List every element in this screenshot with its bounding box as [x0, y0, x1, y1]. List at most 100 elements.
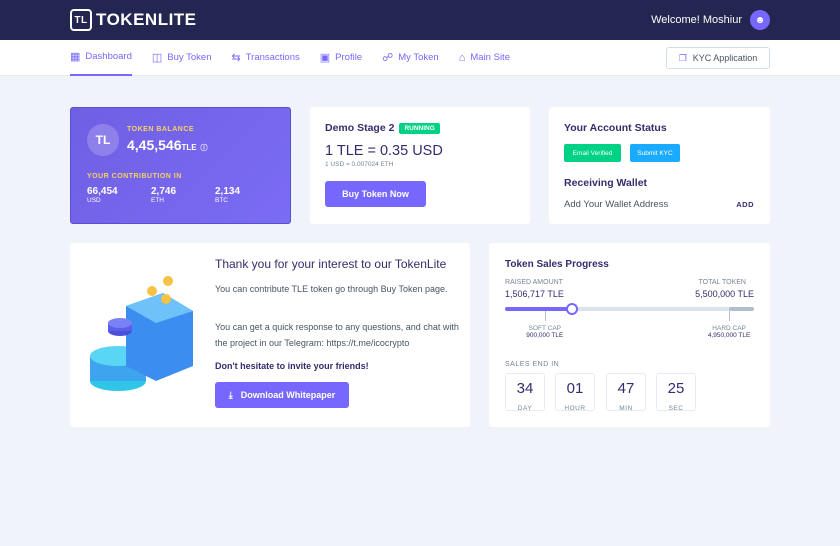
timer-hours: 01 HOUR	[555, 373, 595, 412]
nav-main-site[interactable]: ⌂ Main Site	[459, 40, 510, 76]
soft-cap-value: 900,000 TLE	[526, 332, 564, 339]
download-whitepaper-button[interactable]: ⤓ Download Whitepaper	[215, 382, 349, 408]
add-wallet-link[interactable]: ADD	[736, 200, 754, 209]
kyc-label: KYC Application	[692, 53, 758, 63]
email-verified-badge: Email Verified	[564, 144, 621, 162]
sales-end-label: SALES END IN	[505, 361, 560, 368]
nav-dashboard[interactable]: ▦ Dashboard	[70, 40, 132, 76]
progress-bar	[505, 303, 754, 321]
stage-title: Demo Stage 2	[325, 122, 395, 134]
balance-label: TOKEN BALANCE	[127, 126, 195, 133]
progress-handle	[566, 303, 579, 315]
coins-icon: ◫	[151, 52, 163, 64]
logo-mark: TL	[70, 9, 92, 31]
info-paragraph: You can contribute TLE token go through …	[215, 284, 448, 294]
home-icon: ⌂	[458, 51, 466, 64]
grid-icon: ▦	[70, 51, 81, 63]
nav-label: Transactions	[245, 52, 300, 63]
swap-icon: ⇆	[231, 52, 241, 64]
total-label: TOTAL TOKEN	[698, 279, 746, 286]
status-badge: RUNNING	[399, 122, 440, 134]
soft-cap: SOFT CAP 900,000 TLE	[515, 325, 575, 339]
hard-cap: HARD CAP 4,950,000 TLE	[699, 325, 759, 339]
currency: USD	[87, 197, 101, 204]
amount: 2,134	[215, 186, 241, 197]
timer-seconds: 25 SEC	[656, 373, 696, 412]
info-card: Thank you for your interest to our Token…	[70, 243, 470, 427]
token-balance-card: TL TOKEN BALANCE 4,45,546TLE ⓘ YOUR CONT…	[70, 107, 291, 224]
hardcap-segment	[729, 307, 754, 311]
amount: 2,746	[151, 186, 177, 197]
welcome-text: Welcome! Moshiur	[651, 14, 742, 26]
progress-fill	[505, 307, 573, 311]
balance-unit: TLE	[181, 143, 197, 152]
account-status-card: Your Account Status Email Verified Submi…	[549, 107, 770, 224]
kyc-application-button[interactable]: ❐ KYC Application	[666, 47, 770, 69]
nav-label: My Token	[398, 52, 439, 63]
timer-unit: HOUR	[564, 405, 586, 412]
account-status-title: Your Account Status	[564, 122, 667, 134]
contribution-list: 66,454 USD 2,746 ETH 2,134 BTC	[87, 186, 245, 204]
nav-buy-token[interactable]: ◫ Buy Token	[152, 40, 212, 76]
hard-cap-value: 4,950,000 TLE	[707, 332, 751, 339]
sales-progress-card: Token Sales Progress RAISED AMOUNT 1,506…	[489, 243, 770, 427]
main-nav: ▦ Dashboard ◫ Buy Token ⇆ Transactions ▣ Pro…	[0, 40, 840, 76]
info-icon[interactable]: ⓘ	[200, 145, 208, 152]
eth-rate: 1 USD = 0.007024 ETH	[325, 161, 394, 168]
raised-amount: 1,506,717 TLE	[505, 289, 564, 299]
timer-unit: SEC	[668, 405, 684, 412]
brand-name: TOKENLITE	[96, 10, 197, 29]
token-icon: ☍	[382, 52, 394, 64]
contribution-usd: 66,454 USD	[87, 186, 118, 204]
nav-label: Buy Token	[167, 52, 212, 63]
download-icon: ⤓	[228, 389, 233, 400]
top-bar: TL TOKENLITE Welcome! Moshiur ☻	[0, 0, 840, 40]
contribution-label: YOUR CONTRIBUTION IN	[87, 173, 182, 180]
timer-value: 47	[617, 380, 635, 397]
timer-minutes: 47 MIN	[606, 373, 646, 412]
timer-unit: DAY	[517, 405, 533, 412]
token-price: 1 TLE = 0.35 USD	[325, 143, 443, 159]
contribution-eth: 2,746 ETH	[151, 186, 181, 204]
nav-label: Main Site	[470, 52, 510, 63]
timer-days: 34 DAY	[505, 373, 545, 412]
balance-value: 4,45,546TLE ⓘ	[127, 137, 208, 153]
info-paragraph: You can get a quick response to any ques…	[215, 322, 459, 348]
info-title: Thank you for your interest to our Token…	[215, 257, 447, 271]
user-icon: ▣	[319, 52, 331, 64]
soft-cap-tick	[544, 311, 546, 321]
amount: 66,454	[87, 186, 118, 197]
wallet-title: Receiving Wallet	[564, 177, 648, 189]
buy-token-now-button[interactable]: Buy Token Now	[325, 181, 426, 207]
submit-kyc-button[interactable]: Submit KYC	[630, 144, 680, 162]
nav-label: Profile	[335, 52, 363, 63]
nav-my-token[interactable]: ☍ My Token	[382, 40, 439, 76]
currency: ETH	[151, 197, 164, 204]
balance-number: 4,45,546	[127, 137, 182, 153]
timer-value: 25	[667, 380, 685, 397]
token-logo-icon: TL	[87, 124, 119, 156]
contribution-btc: 2,134 BTC	[215, 186, 245, 204]
button-label: Download Whitepaper	[240, 390, 336, 400]
document-icon: ❐	[678, 52, 687, 63]
invite-text: Don't hesitate to invite your friends!	[215, 361, 369, 371]
timer-unit: MIN	[619, 405, 633, 412]
raised-label: RAISED AMOUNT	[505, 279, 563, 286]
soft-cap-label: SOFT CAP	[528, 325, 562, 332]
timer-value: 01	[566, 380, 584, 397]
crypto-illustration	[90, 276, 193, 391]
timer-value: 34	[516, 380, 534, 397]
nav-transactions[interactable]: ⇆ Transactions	[232, 40, 300, 76]
nav-label: Dashboard	[85, 51, 132, 62]
wallet-text: Add Your Wallet Address	[564, 199, 669, 210]
hard-cap-label: HARD CAP	[712, 325, 746, 332]
currency: BTC	[215, 197, 228, 204]
nav-profile[interactable]: ▣ Profile	[320, 40, 362, 76]
sales-title: Token Sales Progress	[505, 259, 609, 270]
avatar[interactable]: ☻	[750, 10, 770, 30]
user-menu[interactable]: Welcome! Moshiur ☻	[651, 10, 770, 30]
total-token: 5,500,000 TLE	[695, 289, 754, 299]
logo[interactable]: TL TOKENLITE	[70, 9, 197, 31]
stage-card: Demo Stage 2 RUNNING 1 TLE = 0.35 USD 1 U…	[310, 107, 530, 224]
hard-cap-tick	[729, 311, 731, 321]
